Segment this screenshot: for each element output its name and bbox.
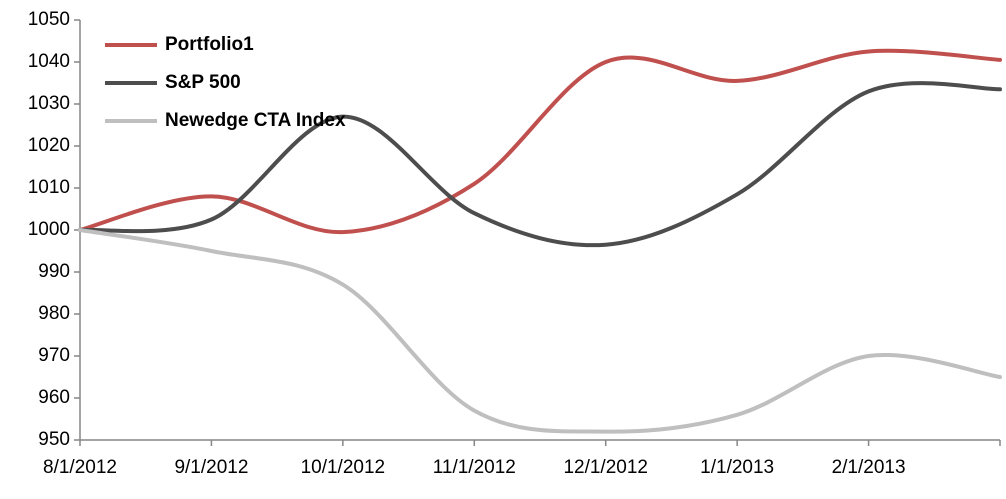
- y-tick-label: 1010: [28, 177, 70, 198]
- y-tick-label: 980: [38, 303, 70, 324]
- x-tick-label: 2/1/2013: [832, 457, 906, 478]
- y-tick-label: 1040: [28, 51, 70, 72]
- y-tick-label: 960: [38, 387, 70, 408]
- legend-label: Newedge CTA Index: [165, 110, 346, 131]
- series-line: [78, 228, 1002, 434]
- x-tick-label: 10/1/2012: [301, 457, 386, 478]
- y-tick-label: 990: [38, 261, 70, 282]
- y-tick-label: 970: [38, 345, 70, 366]
- series-line: [78, 81, 1002, 248]
- y-tick-label: 950: [38, 429, 70, 450]
- x-tick-label: 9/1/2012: [174, 457, 248, 478]
- x-tick-label: 1/1/2013: [700, 457, 774, 478]
- x-tick-label: 11/1/2012: [433, 457, 516, 478]
- y-tick-label: 1030: [28, 93, 70, 114]
- y-tick-label: 1000: [28, 219, 70, 240]
- legend-label: Portfolio1: [165, 34, 254, 55]
- y-tick-label: 1050: [28, 9, 70, 30]
- y-tick-label: 1020: [28, 135, 70, 156]
- legend-label: S&P 500: [165, 72, 241, 93]
- series-line: [78, 48, 1002, 235]
- x-tick-label: 8/1/2012: [43, 457, 117, 478]
- x-tick-label: 12/1/2012: [563, 457, 648, 478]
